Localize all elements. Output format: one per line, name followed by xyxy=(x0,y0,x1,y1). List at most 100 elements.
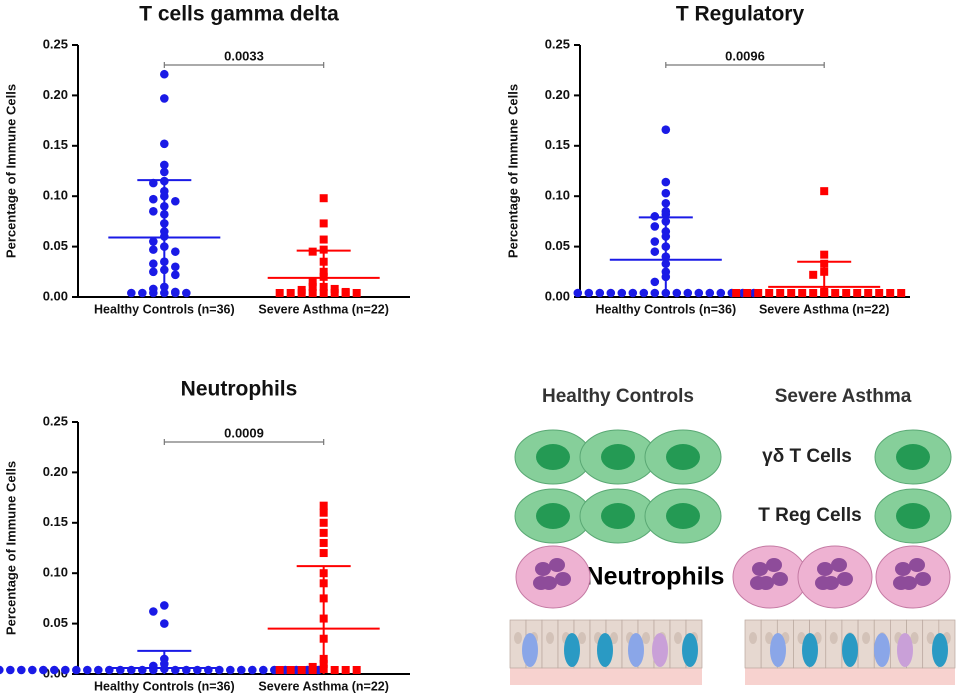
data-point xyxy=(743,289,752,297)
y-tick-label: 0.10 xyxy=(545,188,570,203)
data-point xyxy=(160,69,169,79)
chart: T Regulatory Percentage of Immune Cells 0.… xyxy=(505,3,910,316)
data-point xyxy=(661,188,671,198)
y-tick-label: 0.25 xyxy=(545,36,570,51)
p-value: 0.0096 xyxy=(725,48,765,63)
data-point xyxy=(138,288,147,298)
data-point xyxy=(319,235,328,244)
special-cell xyxy=(682,633,698,667)
data-point xyxy=(573,288,583,298)
lobe xyxy=(549,558,565,572)
nucleus xyxy=(578,632,586,644)
data-point xyxy=(226,665,235,675)
data-point xyxy=(831,289,840,297)
data-point xyxy=(319,219,328,228)
special-cell xyxy=(874,633,890,667)
data-point xyxy=(886,289,895,297)
p-value: 0.0033 xyxy=(224,48,264,63)
data-point xyxy=(94,665,103,675)
data-point xyxy=(0,665,4,675)
chart: Neutrophils Percentage of Immune Cells 0.0… xyxy=(0,378,410,693)
data-point xyxy=(308,277,317,286)
y-tick-label: 0.00 xyxy=(43,288,68,303)
nucleus xyxy=(749,632,757,644)
data-point xyxy=(809,289,818,297)
data-point xyxy=(171,262,180,272)
basement xyxy=(510,668,702,685)
y-tick-label: 0.20 xyxy=(43,464,68,479)
data-point xyxy=(286,289,295,297)
nucleus xyxy=(536,503,570,529)
diagram-header: Healthy Controls xyxy=(542,386,694,407)
data-point xyxy=(308,289,317,297)
lobe xyxy=(837,572,853,586)
data-point xyxy=(319,501,328,510)
nucleus xyxy=(765,632,774,644)
data-point xyxy=(875,289,884,297)
y-tick-label: 0.15 xyxy=(43,137,68,152)
x-tick-label: Healthy Controls (n=36) xyxy=(595,302,736,316)
diagram: Healthy Controls Severe Asthma γδ T Cell… xyxy=(509,386,956,685)
epithelial-cell xyxy=(744,619,762,669)
special-cell xyxy=(897,633,913,667)
data-point xyxy=(171,196,180,206)
data-point xyxy=(639,288,649,298)
nucleus xyxy=(674,632,682,644)
y-tick-label: 0.00 xyxy=(545,288,570,303)
y-tick-label: 0.10 xyxy=(43,188,68,203)
diagram-row-label: Neutrophils xyxy=(586,563,725,591)
data-point xyxy=(149,245,158,254)
data-point xyxy=(820,250,829,259)
data-point xyxy=(149,207,158,216)
data-point xyxy=(617,288,627,298)
data-point xyxy=(798,289,807,297)
nucleus xyxy=(546,632,554,644)
diagram-row-label: T Reg Cells xyxy=(758,505,861,526)
data-point xyxy=(248,665,257,675)
data-point xyxy=(683,288,693,298)
data-point xyxy=(149,267,158,277)
chart-title: T cells gamma delta xyxy=(139,3,339,26)
epithelial-cell xyxy=(825,619,843,669)
y-tick-label: 0.05 xyxy=(43,615,68,630)
y-tick-label: 0.15 xyxy=(545,137,570,152)
y-tick-label: 0.25 xyxy=(43,36,68,51)
data-point xyxy=(672,288,682,298)
data-point xyxy=(661,198,671,208)
data-point xyxy=(842,289,851,297)
data-point xyxy=(820,187,829,196)
special-cell xyxy=(652,633,668,667)
data-point xyxy=(297,289,306,297)
data-point xyxy=(732,289,741,297)
nucleus xyxy=(862,632,871,644)
data-point xyxy=(661,125,671,134)
data-point xyxy=(149,607,158,616)
data-point xyxy=(171,247,180,256)
data-point xyxy=(160,167,169,177)
y-tick-label: 0.25 xyxy=(43,413,68,428)
diagram-row-label: γδ T Cells xyxy=(762,446,852,467)
nucleus xyxy=(536,444,570,470)
special-cell xyxy=(932,633,948,667)
data-point xyxy=(182,288,191,298)
y-tick-label: 0.20 xyxy=(43,87,68,102)
data-point xyxy=(809,270,818,279)
chart: T cells gamma delta Percentage of Immune … xyxy=(3,3,410,316)
data-point xyxy=(650,277,660,287)
lobe xyxy=(533,576,549,590)
lobe xyxy=(895,562,911,576)
data-point xyxy=(765,289,774,297)
special-cell xyxy=(628,633,644,667)
data-point xyxy=(352,666,361,674)
data-point xyxy=(171,288,180,298)
lobe xyxy=(893,576,909,590)
data-point xyxy=(330,666,339,674)
data-point xyxy=(341,666,350,674)
y-tick-label: 0.05 xyxy=(43,238,68,253)
data-point xyxy=(650,237,660,246)
lobe xyxy=(766,558,782,572)
nucleus xyxy=(829,632,838,644)
data-point xyxy=(705,288,715,298)
data-point xyxy=(149,259,158,269)
data-point xyxy=(83,665,92,675)
